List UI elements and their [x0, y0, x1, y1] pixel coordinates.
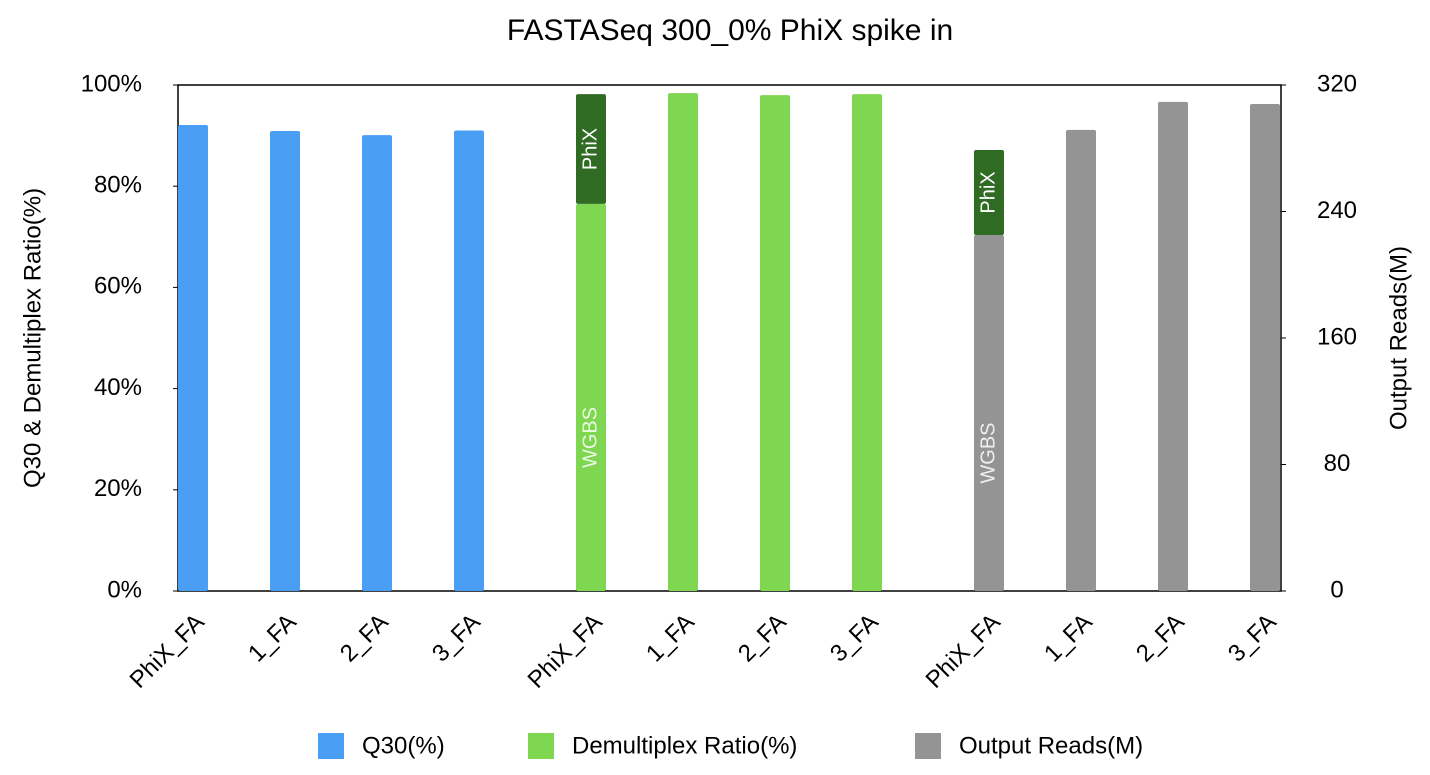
legend-swatch	[528, 733, 554, 759]
y-tick-label: 100%	[81, 70, 142, 97]
segment-label: PhiX	[977, 171, 999, 213]
y-tick-label: 40%	[94, 374, 142, 401]
bar	[668, 93, 698, 591]
legend-label: Demultiplex Ratio(%)	[572, 732, 797, 759]
y2-tick-label: 0	[1330, 576, 1343, 603]
bar	[1250, 103, 1280, 591]
x-tick-label: 1_FA	[243, 609, 302, 668]
x-tick-label: 3_FA	[1223, 609, 1282, 668]
y-tick-label: 20%	[94, 475, 142, 502]
x-tick-label: 3_FA	[427, 609, 486, 668]
bar	[760, 95, 790, 592]
x-tick-label: PhiX_FA	[125, 609, 210, 694]
bar	[178, 124, 208, 591]
phix-segment	[576, 94, 606, 204]
x-tick-label: PhiX_FA	[523, 609, 608, 694]
bar	[852, 94, 882, 591]
y2-tick-label: 160	[1317, 323, 1357, 350]
legend-swatch	[915, 733, 941, 759]
y-axis-label: Q30 & Demultiplex Ratio(%)	[19, 188, 46, 488]
bar	[362, 135, 392, 591]
plot-frame	[177, 84, 1282, 592]
x-tick-label: 2_FA	[733, 609, 792, 668]
bar	[1158, 101, 1188, 591]
bar	[454, 130, 484, 592]
segment-label: WGBS	[579, 407, 601, 468]
x-tick-label: 2_FA	[335, 609, 394, 668]
x-tick-label: 3_FA	[825, 609, 884, 668]
bar	[576, 203, 606, 591]
x-tick-label: 2_FA	[1131, 609, 1190, 668]
y2-tick-label: 240	[1317, 197, 1357, 224]
x-tick-label: PhiX_FA	[921, 609, 1006, 694]
y2-axis-label: Output Reads(M)	[1385, 246, 1412, 430]
x-tick-label: 1_FA	[1039, 609, 1098, 668]
legend-label: Q30(%)	[362, 732, 445, 759]
y2-tick-label: 320	[1317, 70, 1357, 97]
segment-label: WGBS	[977, 422, 999, 483]
chart-title: FASTASeq 300_0% PhiX spike in	[507, 14, 953, 47]
x-tick-label: 1_FA	[641, 609, 700, 668]
legend-label: Output Reads(M)	[959, 732, 1143, 759]
y-tick-label: 0%	[107, 576, 142, 603]
phix-segment	[974, 149, 1004, 236]
bar	[270, 131, 300, 591]
segment-label: PhiX	[579, 128, 601, 170]
legend-swatch	[318, 733, 344, 759]
bar	[974, 235, 1004, 592]
y-tick-label: 60%	[94, 273, 142, 300]
bar	[1066, 129, 1096, 591]
y-tick-label: 80%	[94, 172, 142, 199]
y2-tick-label: 80	[1324, 450, 1351, 477]
